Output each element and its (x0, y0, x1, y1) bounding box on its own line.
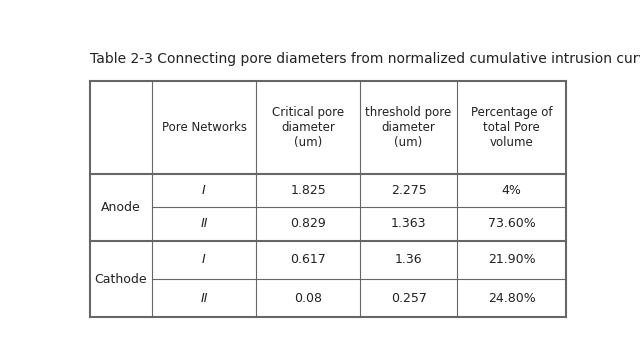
Text: Percentage of
total Pore
volume: Percentage of total Pore volume (471, 106, 552, 149)
Text: Pore Networks: Pore Networks (161, 121, 246, 134)
Text: II: II (200, 217, 208, 231)
Text: 1.36: 1.36 (395, 253, 422, 266)
Text: Cathode: Cathode (95, 273, 147, 286)
Text: 1.363: 1.363 (391, 217, 426, 231)
Text: 0.257: 0.257 (390, 292, 426, 305)
Text: 21.90%: 21.90% (488, 253, 535, 266)
Text: 2.275: 2.275 (391, 184, 426, 197)
Text: I: I (202, 184, 206, 197)
Text: Critical pore
diameter
(um): Critical pore diameter (um) (272, 106, 344, 149)
Text: Anode: Anode (101, 201, 141, 213)
Text: Table 2-3 Connecting pore diameters from normalized cumulative intrusion curves.: Table 2-3 Connecting pore diameters from… (90, 52, 640, 66)
Text: 0.08: 0.08 (294, 292, 322, 305)
Text: I: I (202, 253, 206, 266)
Text: threshold pore
diameter
(um): threshold pore diameter (um) (365, 106, 452, 149)
Text: II: II (200, 292, 208, 305)
Text: 24.80%: 24.80% (488, 292, 536, 305)
Text: 73.60%: 73.60% (488, 217, 536, 231)
Text: 0.617: 0.617 (291, 253, 326, 266)
Text: 0.829: 0.829 (291, 217, 326, 231)
Text: 1.825: 1.825 (291, 184, 326, 197)
Text: 4%: 4% (502, 184, 522, 197)
